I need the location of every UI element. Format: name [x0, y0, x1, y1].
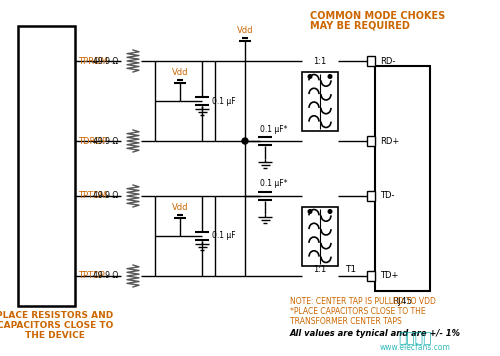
- Text: 0.1 μF: 0.1 μF: [212, 231, 236, 241]
- Circle shape: [308, 75, 312, 78]
- Text: T1: T1: [345, 266, 356, 274]
- Text: TPRDM: TPRDM: [78, 57, 108, 66]
- FancyBboxPatch shape: [302, 72, 338, 131]
- FancyBboxPatch shape: [375, 66, 430, 291]
- Text: Vdd: Vdd: [172, 203, 188, 212]
- Text: TRANSFORMER CENTER TAPS: TRANSFORMER CENTER TAPS: [290, 316, 402, 325]
- Text: RJ45: RJ45: [392, 297, 412, 306]
- Text: RD-: RD-: [380, 57, 396, 66]
- Text: CAPACITORS CLOSE TO: CAPACITORS CLOSE TO: [0, 321, 113, 330]
- Text: 49.9 Ω: 49.9 Ω: [93, 272, 118, 281]
- Text: TD+: TD+: [380, 272, 398, 281]
- Text: 49.9 Ω: 49.9 Ω: [93, 57, 118, 66]
- Text: TD-: TD-: [380, 192, 394, 200]
- Text: THE DEVICE: THE DEVICE: [25, 331, 85, 340]
- Text: RD+: RD+: [380, 136, 399, 146]
- FancyBboxPatch shape: [367, 271, 375, 281]
- FancyBboxPatch shape: [367, 136, 375, 146]
- Text: *PLACE CAPACITORS CLOSE TO THE: *PLACE CAPACITORS CLOSE TO THE: [290, 307, 426, 315]
- Text: 1:1: 1:1: [314, 57, 326, 66]
- Text: 49.9 Ω: 49.9 Ω: [93, 192, 118, 200]
- Text: COMMON MODE CHOKES: COMMON MODE CHOKES: [310, 11, 446, 21]
- Text: MAY BE REQUIRED: MAY BE REQUIRED: [310, 21, 410, 31]
- Text: 电子发发: 电子发发: [398, 331, 432, 345]
- FancyBboxPatch shape: [18, 26, 75, 306]
- Circle shape: [308, 210, 312, 213]
- Text: TDRDP: TDRDP: [78, 136, 107, 146]
- Text: PLACE RESISTORS AND: PLACE RESISTORS AND: [0, 312, 114, 320]
- Text: 0.1 μF*: 0.1 μF*: [260, 125, 287, 134]
- Text: All values are tynical and are +/- 1%: All values are tynical and are +/- 1%: [290, 330, 461, 339]
- Text: www.elecfans.com: www.elecfans.com: [380, 344, 450, 352]
- Text: Vdd: Vdd: [172, 68, 188, 77]
- FancyBboxPatch shape: [367, 191, 375, 201]
- Text: 0.1 μF: 0.1 μF: [212, 96, 236, 105]
- Circle shape: [328, 75, 332, 78]
- Text: 1:1: 1:1: [314, 266, 326, 274]
- Text: TPTDP: TPTDP: [78, 272, 105, 281]
- Circle shape: [242, 138, 248, 144]
- Text: NOTE: CENTER TAP IS PULLED TO VDD: NOTE: CENTER TAP IS PULLED TO VDD: [290, 297, 436, 305]
- FancyBboxPatch shape: [367, 56, 375, 66]
- Text: TPTDM: TPTDM: [78, 192, 107, 200]
- Text: 49.9 Ω: 49.9 Ω: [93, 136, 118, 146]
- Text: 0.1 μF*: 0.1 μF*: [260, 179, 287, 188]
- Circle shape: [328, 210, 332, 213]
- Text: Vdd: Vdd: [237, 26, 254, 35]
- FancyBboxPatch shape: [302, 206, 338, 266]
